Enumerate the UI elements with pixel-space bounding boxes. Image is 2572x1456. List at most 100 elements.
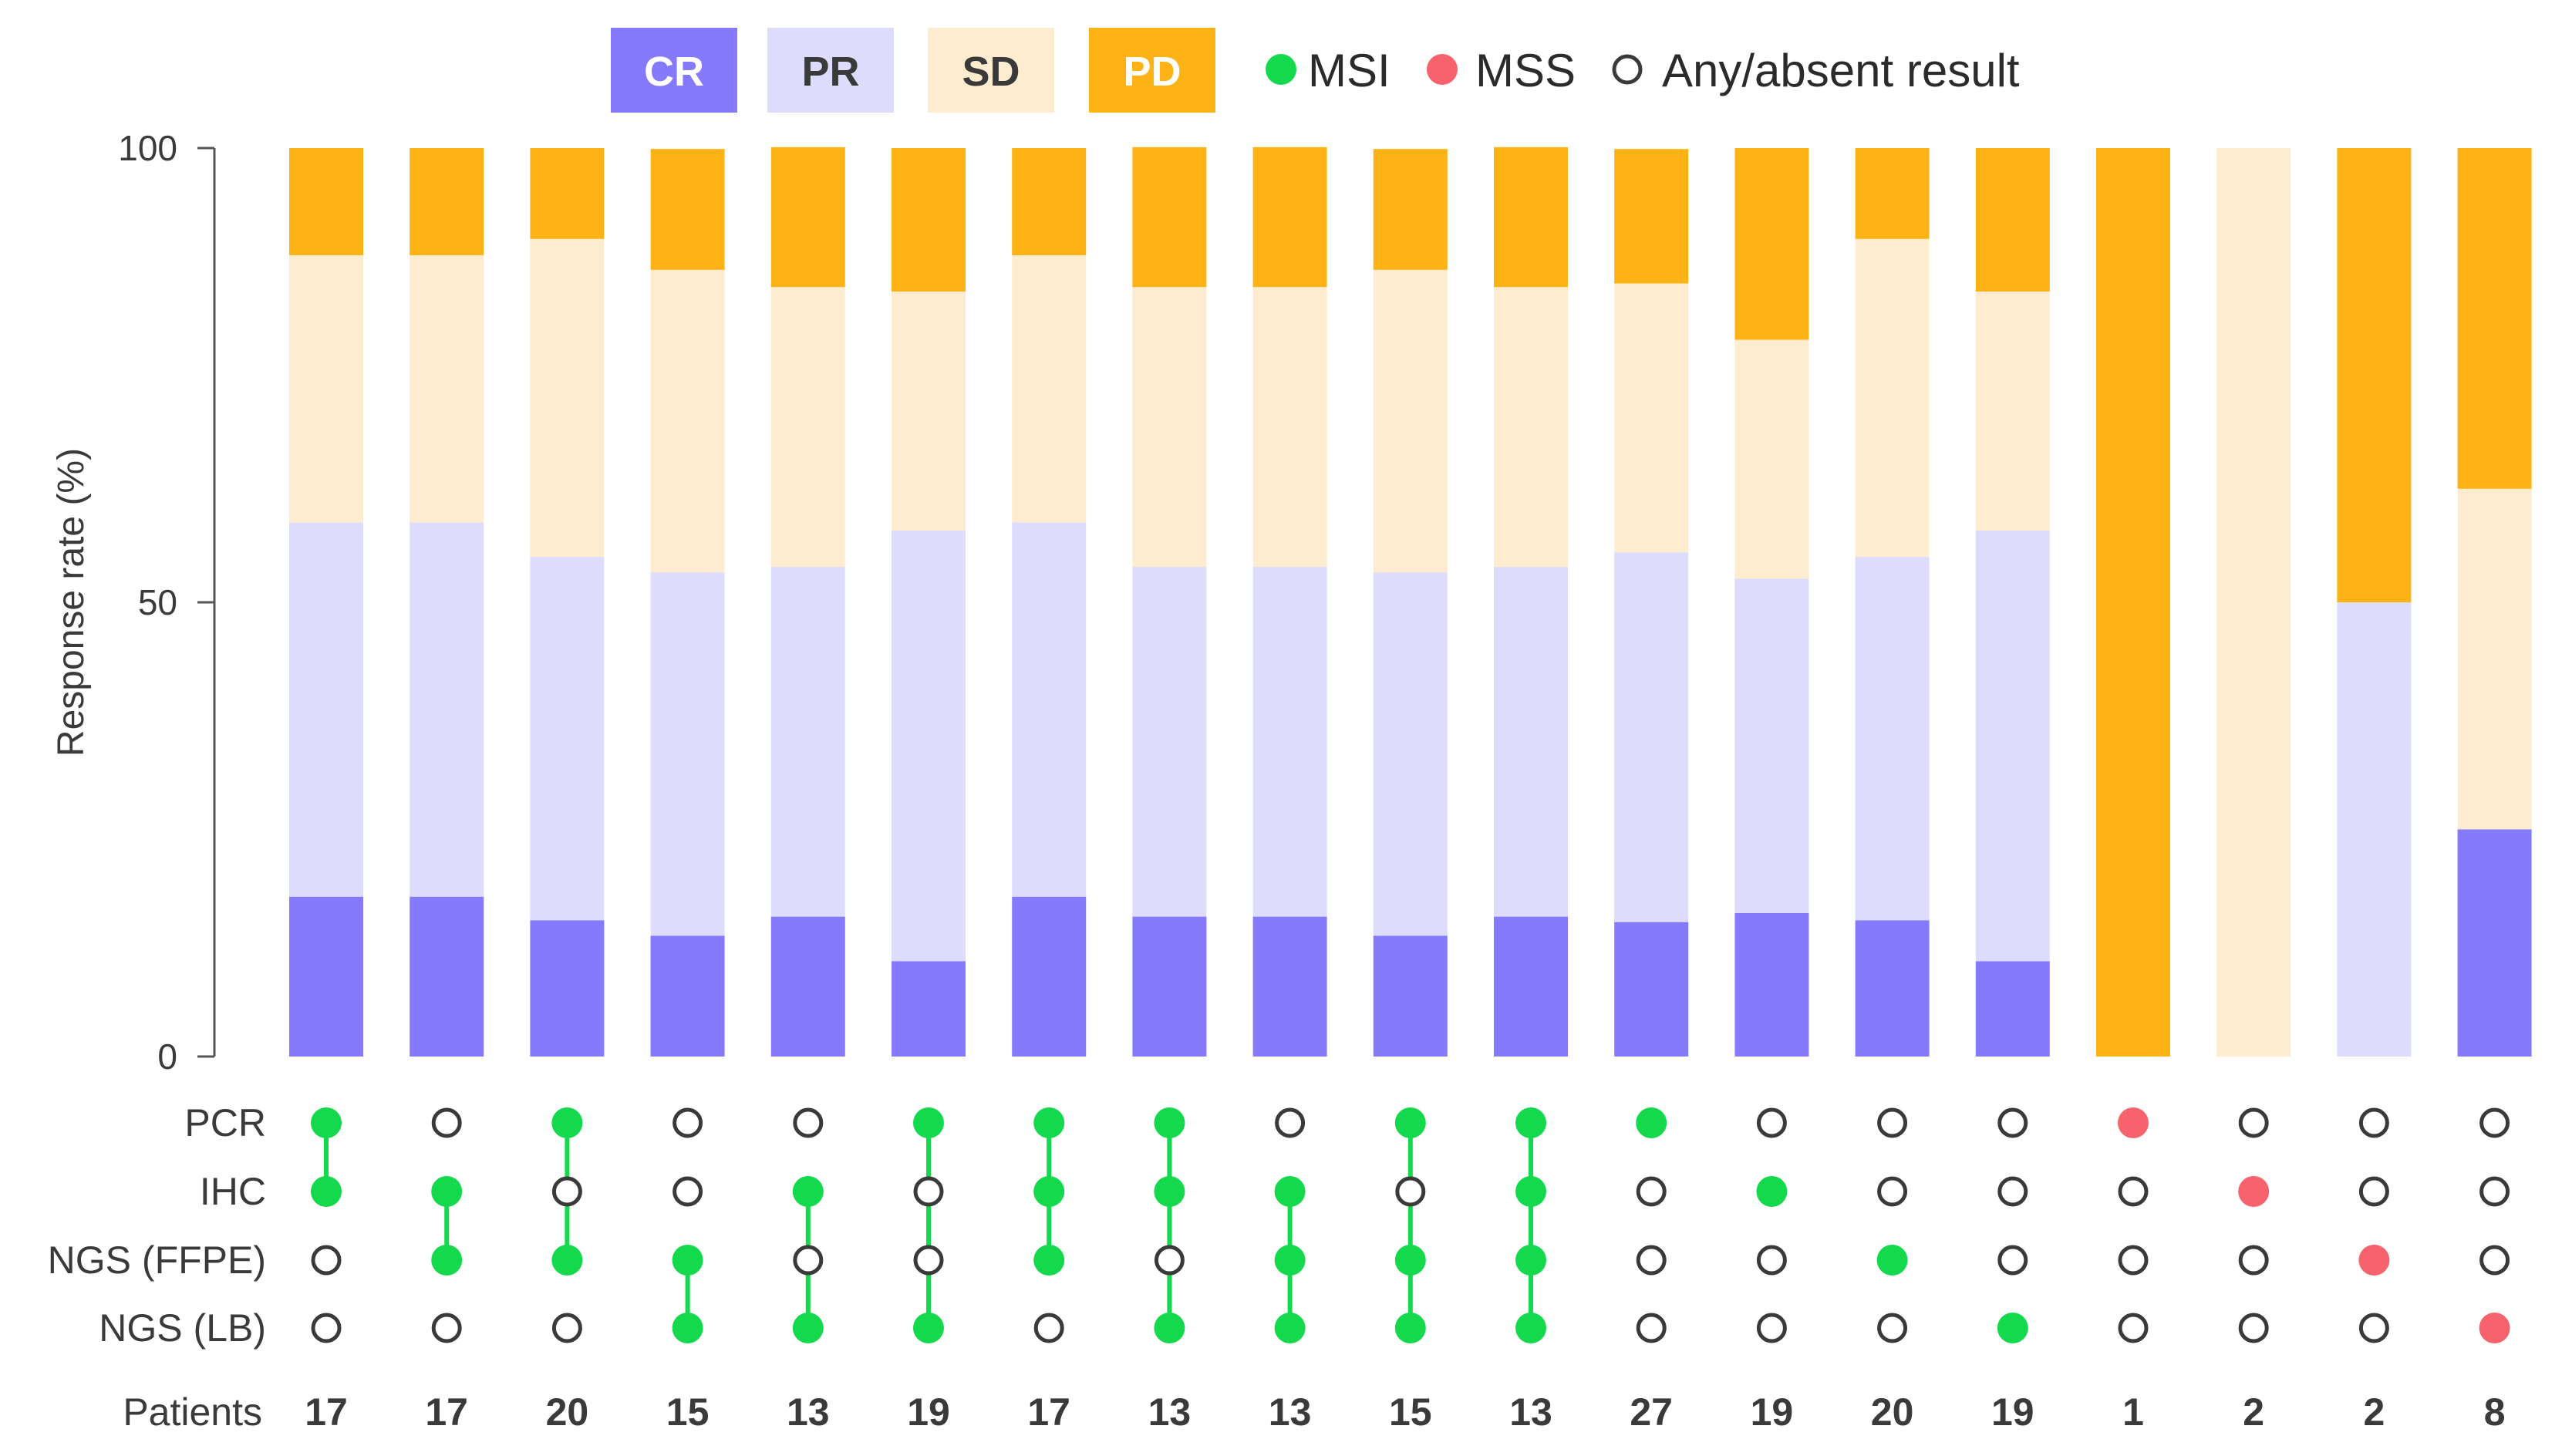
bar-pd-5: [770, 147, 845, 288]
matrix-dot-msi-10-3: [1394, 1245, 1426, 1276]
matrix-column-11: [1515, 1107, 1546, 1343]
bar-cr-13: [1734, 912, 1809, 1057]
matrix-dot-msi-7-1: [1033, 1107, 1065, 1138]
matrix-dot-mss-16-1: [2118, 1107, 2149, 1138]
bar-pr-8: [1132, 567, 1207, 917]
legend-swatch-cr: [611, 28, 737, 113]
patient-count-9: 13: [1269, 1390, 1312, 1434]
chart-legend: CR PR SD PD MSI MSS Any/absent result: [611, 28, 2020, 113]
matrix-dot-any-12-2: [1636, 1176, 1667, 1207]
patient-count-18: 2: [2363, 1390, 2385, 1434]
legend-swatch-sd: [928, 28, 1054, 113]
bar-pd-19: [2457, 148, 2532, 489]
patient-count-10: 15: [1389, 1390, 1432, 1434]
bars-group: [289, 147, 2532, 1057]
bar-column-3: [530, 148, 605, 1057]
patient-count-11: 13: [1509, 1390, 1552, 1434]
patient-count-8: 13: [1148, 1390, 1192, 1434]
bar-cr-10: [1373, 935, 1448, 1057]
bar-column-1: [289, 148, 363, 1057]
bar-pd-14: [1855, 148, 1930, 239]
patient-count-7: 17: [1027, 1390, 1070, 1434]
y-tick-label-100: 100: [118, 128, 177, 168]
matrix-dot-msi-7-2: [1033, 1176, 1065, 1207]
matrix-column-2: [431, 1107, 463, 1343]
matrix-dot-msi-6-1: [913, 1107, 944, 1138]
matrix-dot-any-15-2: [1997, 1176, 2028, 1207]
matrix-dot-msi-9-2: [1274, 1176, 1306, 1207]
row-label-ihc: IHC: [200, 1170, 266, 1213]
patient-count-6: 19: [907, 1390, 950, 1434]
legend-item-pd: PD: [1089, 28, 1215, 113]
bar-sd-4: [650, 269, 725, 573]
matrix-dot-msi-2-2: [431, 1176, 463, 1207]
matrix-dot-any-6-3: [913, 1245, 944, 1276]
legend-label-pr: PR: [801, 49, 859, 95]
matrix-dot-any-4-2: [672, 1176, 703, 1207]
bar-column-12: [1614, 149, 1689, 1057]
bar-sd-10: [1373, 269, 1448, 573]
matrix-dot-msi-9-4: [1274, 1313, 1306, 1343]
bar-pd-18: [2337, 148, 2412, 602]
bar-column-13: [1734, 148, 1809, 1057]
bar-pd-15: [1975, 148, 2050, 292]
bar-column-17: [2216, 148, 2291, 1057]
matrix-dot-any-12-4: [1636, 1313, 1667, 1343]
bar-column-15: [1975, 148, 2050, 1057]
y-axis: 0 50 100 Response rate (%): [51, 128, 216, 1077]
bar-column-11: [1494, 147, 1568, 1057]
bar-sd-1: [289, 255, 363, 523]
bar-pr-3: [530, 557, 605, 921]
matrix-dot-any-14-1: [1877, 1107, 1908, 1138]
bar-pr-6: [892, 530, 966, 962]
matrix-dot-any-5-3: [793, 1245, 824, 1276]
y-axis-title: Response rate (%): [51, 448, 92, 757]
matrix-dot-any-2-1: [431, 1107, 462, 1138]
bar-sd-5: [770, 287, 845, 568]
bar-cr-12: [1614, 922, 1689, 1057]
legend-label-sd: SD: [962, 49, 1020, 95]
bar-pr-4: [650, 572, 725, 936]
bar-column-4: [650, 149, 725, 1057]
bar-sd-14: [1855, 238, 1930, 558]
bar-sd-15: [1975, 292, 2050, 531]
row-label-ngs-ffpe: NGS (FFPE): [48, 1239, 266, 1282]
bar-column-9: [1252, 147, 1327, 1057]
matrix-dot-any-17-3: [2238, 1245, 2269, 1276]
patient-count-16: 1: [2122, 1390, 2144, 1434]
matrix-dot-msi-4-3: [672, 1245, 703, 1276]
patient-count-2: 17: [425, 1390, 468, 1434]
bar-pd-13: [1734, 148, 1809, 340]
matrix-dot-msi-8-2: [1154, 1176, 1185, 1207]
bar-pd-7: [1012, 148, 1087, 256]
patients-row: Patients 17 17 20 15 13 19 17 13 13 15 13 27 19 20 19 1 2…: [123, 1390, 2505, 1434]
matrix-column-8: [1154, 1107, 1185, 1343]
bar-sd-3: [530, 238, 605, 558]
matrix-dot-any-17-1: [2238, 1107, 2269, 1138]
bar-pd-2: [410, 148, 484, 256]
patients-label: Patients: [123, 1390, 262, 1434]
bar-sd-11: [1494, 287, 1568, 568]
legend-item-pr: PR: [767, 28, 894, 113]
legend-swatch-pd: [1089, 28, 1215, 113]
legend-item-cr: CR: [611, 28, 737, 113]
matrix-column-13: [1756, 1107, 1788, 1343]
matrix-dot-any-19-2: [2479, 1176, 2510, 1207]
matrix-column-6: [913, 1107, 944, 1343]
patient-count-5: 13: [787, 1390, 830, 1434]
bar-column-10: [1373, 149, 1448, 1057]
bar-pr-15: [1975, 530, 2050, 962]
matrix-dot-msi-15-4: [1997, 1313, 2028, 1343]
matrix-column-16: [2118, 1107, 2149, 1343]
matrix-column-14: [1876, 1107, 1908, 1343]
bar-cr-14: [1855, 920, 1930, 1057]
matrix-dot-msi-6-4: [913, 1313, 944, 1343]
patient-count-12: 27: [1630, 1390, 1673, 1434]
matrix-dot-any-9-1: [1275, 1107, 1306, 1138]
y-tick-label-50: 50: [138, 582, 177, 622]
matrix-dot-mss-19-4: [2479, 1313, 2510, 1343]
bar-sd-17: [2216, 148, 2291, 1057]
bar-cr-6: [892, 961, 966, 1057]
bar-column-2: [410, 148, 484, 1057]
bar-pr-5: [770, 567, 845, 917]
